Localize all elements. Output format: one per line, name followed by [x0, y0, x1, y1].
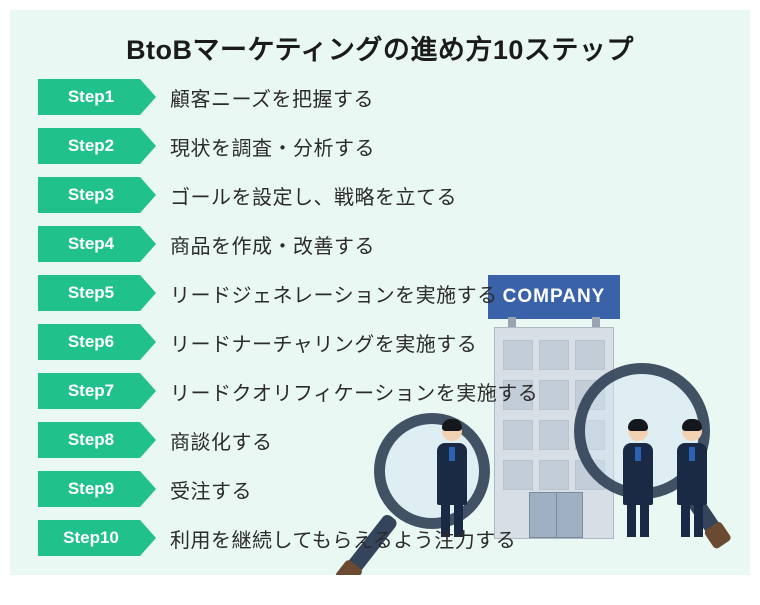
- step-row: Step5 リードジェネレーションを実施する: [38, 275, 750, 311]
- step-row: Step4 商品を作成・改善する: [38, 226, 750, 262]
- step-list: Step1 顧客ニーズを把握する Step2 現状を調査・分析する Step3 ゴールを設…: [10, 75, 750, 556]
- step-row: Step6 リードナーチャリングを実施する: [38, 324, 750, 360]
- step-text: 顧客ニーズを把握する: [170, 83, 374, 112]
- step-text: リードジェネレーションを実施する: [170, 279, 498, 308]
- step-badge: Step3: [38, 177, 140, 213]
- step-text: 商談化する: [170, 426, 273, 455]
- step-row: Step2 現状を調査・分析する: [38, 128, 750, 164]
- step-badge: Step1: [38, 79, 140, 115]
- step-text: ゴールを設定し、戦略を立てる: [170, 181, 457, 210]
- step-badge: Step5: [38, 275, 140, 311]
- step-row: Step10 利用を継続してもらえるよう注力する: [38, 520, 750, 556]
- step-row: Step3 ゴールを設定し、戦略を立てる: [38, 177, 750, 213]
- step-badge: Step9: [38, 471, 140, 507]
- step-badge: Step2: [38, 128, 140, 164]
- step-badge: Step7: [38, 373, 140, 409]
- step-text: 現状を調査・分析する: [170, 132, 375, 161]
- infographic-title: BtoBマーケティングの進め方10ステップ: [10, 10, 750, 75]
- step-text: リードナーチャリングを実施する: [170, 328, 477, 357]
- step-text: 利用を継続してもらえるよう注力する: [170, 524, 516, 553]
- step-row: Step1 顧客ニーズを把握する: [38, 79, 750, 115]
- step-badge: Step6: [38, 324, 140, 360]
- step-badge: Step4: [38, 226, 140, 262]
- step-badge: Step8: [38, 422, 140, 458]
- step-badge: Step10: [38, 520, 140, 556]
- step-text: リードクオリフィケーションを実施する: [170, 377, 538, 406]
- step-text: 受注する: [170, 475, 252, 504]
- step-row: Step9 受注する: [38, 471, 750, 507]
- infographic-canvas: BtoBマーケティングの進め方10ステップ Step1顧客ニーズを把握するSte…: [10, 10, 750, 575]
- step-text: 商品を作成・改善する: [170, 230, 375, 259]
- step-row: Step8 商談化する: [38, 422, 750, 458]
- step-row: Step7 リードクオリフィケーションを実施する: [38, 373, 750, 409]
